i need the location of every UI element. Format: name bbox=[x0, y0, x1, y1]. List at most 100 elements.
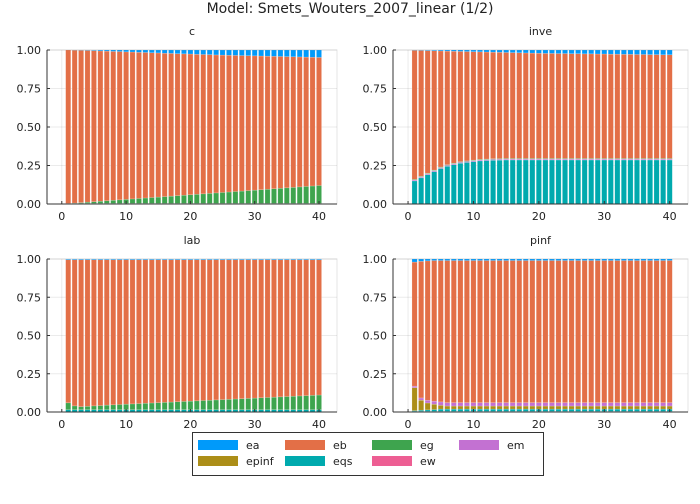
subplot-title: lab bbox=[184, 234, 201, 247]
bar-ea bbox=[661, 50, 666, 55]
bar-eg bbox=[316, 395, 321, 410]
bar-eb bbox=[162, 53, 167, 196]
y-tick-label: 1.00 bbox=[363, 253, 388, 266]
bar-eb bbox=[582, 54, 587, 159]
bar-em bbox=[510, 403, 515, 406]
bar-epinf bbox=[569, 406, 574, 409]
bar-epinf bbox=[471, 406, 476, 409]
bar-eqs bbox=[471, 162, 476, 204]
bar-eb bbox=[291, 57, 296, 188]
bar-eb bbox=[458, 261, 463, 403]
bar-eg bbox=[143, 403, 148, 409]
bar-eg bbox=[98, 201, 103, 203]
bar-eb bbox=[562, 54, 567, 159]
bar-em bbox=[602, 403, 607, 406]
bar-ea bbox=[246, 50, 251, 56]
x-tick-label: 40 bbox=[312, 210, 326, 223]
bar-eg bbox=[104, 201, 109, 204]
bar-eg bbox=[207, 193, 212, 203]
bar-eg bbox=[207, 400, 212, 409]
bar-eb bbox=[284, 57, 289, 188]
bar-em bbox=[661, 403, 666, 406]
bar-epinf bbox=[464, 406, 469, 409]
bar-em bbox=[530, 403, 535, 406]
bar-eb bbox=[246, 56, 251, 191]
bar-eb bbox=[72, 50, 77, 203]
bar-ea bbox=[543, 50, 548, 53]
bar-eb bbox=[175, 260, 180, 402]
x-tick-label: 20 bbox=[532, 210, 546, 223]
bar-eb bbox=[412, 262, 417, 386]
bar-em bbox=[647, 403, 652, 406]
bar-epinf bbox=[556, 406, 561, 409]
bar-eb bbox=[425, 51, 430, 174]
bar-ea bbox=[291, 50, 296, 57]
bar-eqs bbox=[510, 160, 515, 204]
bar-eqs bbox=[445, 166, 450, 204]
bar-eb bbox=[259, 260, 264, 398]
bar-epinf bbox=[458, 406, 463, 409]
bar-eb bbox=[130, 52, 135, 199]
bar-eb bbox=[556, 261, 561, 403]
bar-eb bbox=[517, 53, 522, 159]
bar-eqs bbox=[628, 160, 633, 204]
x-tick-label: 20 bbox=[183, 418, 197, 431]
bar-eb bbox=[130, 260, 135, 404]
bar-eg bbox=[310, 395, 315, 409]
bar-ea bbox=[220, 50, 225, 55]
bar-eqs bbox=[641, 160, 646, 204]
bar-epinf bbox=[543, 406, 548, 409]
bar-eg bbox=[111, 405, 116, 410]
bar-eb bbox=[316, 260, 321, 395]
bar-ea bbox=[188, 50, 193, 54]
bar-eb bbox=[654, 55, 659, 159]
x-tick-label: 20 bbox=[532, 418, 546, 431]
bar-eb bbox=[291, 260, 296, 396]
x-tick-label: 30 bbox=[248, 418, 262, 431]
bar-eqs bbox=[477, 161, 482, 204]
bar-epinf bbox=[445, 406, 450, 409]
bar-em bbox=[451, 403, 456, 406]
bar-em bbox=[458, 403, 463, 406]
bar-eb bbox=[628, 261, 633, 403]
bar-eb bbox=[265, 260, 270, 398]
bar-eb bbox=[412, 50, 417, 179]
bar-eg bbox=[136, 404, 141, 410]
subplot-title: c bbox=[189, 25, 195, 38]
bar-ea bbox=[284, 50, 289, 57]
y-tick-label: 0.50 bbox=[363, 330, 388, 343]
bar-eb bbox=[602, 54, 607, 158]
bar-em bbox=[543, 403, 548, 406]
y-tick-label: 0.25 bbox=[17, 160, 42, 173]
bar-eqs bbox=[582, 409, 587, 411]
bar-ea bbox=[252, 50, 257, 56]
bar-ea bbox=[297, 50, 302, 57]
bar-eb bbox=[425, 261, 430, 400]
bar-eqs bbox=[536, 160, 541, 204]
y-tick-label: 0.75 bbox=[363, 83, 388, 96]
bar-eqs bbox=[595, 409, 600, 411]
bar-em bbox=[641, 403, 646, 406]
bar-eg bbox=[162, 197, 167, 204]
bar-epinf bbox=[654, 406, 659, 409]
bar-eg bbox=[284, 397, 289, 410]
bar-em bbox=[654, 403, 659, 406]
bar-ea bbox=[181, 50, 186, 54]
bar-eg bbox=[194, 401, 199, 410]
bar-eb bbox=[220, 260, 225, 400]
bar-em bbox=[445, 403, 450, 406]
bar-eb bbox=[271, 56, 276, 188]
legend-swatch-eqs bbox=[285, 456, 325, 466]
bar-eg bbox=[233, 399, 238, 410]
bar-eqs bbox=[628, 409, 633, 411]
bar-eb bbox=[523, 261, 528, 403]
bar-ea bbox=[265, 50, 270, 56]
bar-eqs bbox=[582, 160, 587, 204]
bar-eqs bbox=[595, 160, 600, 204]
bar-eqs bbox=[510, 409, 515, 411]
bar-eg bbox=[246, 191, 251, 204]
bar-eg bbox=[91, 406, 96, 410]
bar-em bbox=[595, 403, 600, 406]
bar-eqs bbox=[634, 160, 639, 204]
